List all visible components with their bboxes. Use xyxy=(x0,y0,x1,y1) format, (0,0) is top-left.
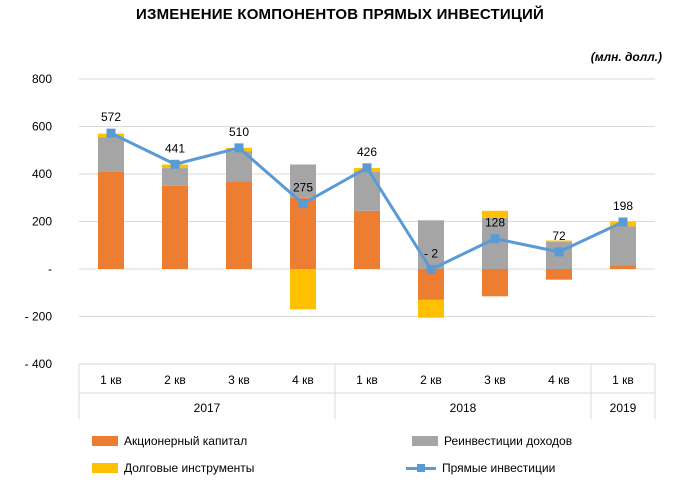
y-tick-label: 400 xyxy=(32,167,52,181)
y-tick-label: - 400 xyxy=(25,357,53,371)
data-label: 510 xyxy=(229,125,249,139)
bar-reinvest xyxy=(98,137,124,172)
fdi-marker xyxy=(490,234,500,244)
year-label: 2017 xyxy=(194,401,221,415)
year-label: 2018 xyxy=(450,401,477,415)
data-label: 72 xyxy=(552,229,566,243)
data-label: 198 xyxy=(613,199,633,213)
fdi-marker xyxy=(106,128,116,138)
fdi-marker xyxy=(170,159,180,169)
x-tick-label: 3 кв xyxy=(228,373,250,387)
bar-reinvest xyxy=(290,164,316,198)
y-tick-label: - 200 xyxy=(25,310,53,324)
fdi-marker xyxy=(234,143,244,153)
x-tick-label: 1 кв xyxy=(100,373,122,387)
y-tick-label: 200 xyxy=(32,215,52,229)
x-tick-label: 2 кв xyxy=(164,373,186,387)
x-tick-label: 1 кв xyxy=(612,373,634,387)
y-tick-label: 800 xyxy=(32,72,52,86)
chart-title: ИЗМЕНЕНИЕ КОМПОНЕНТОВ ПРЯМЫХ ИНВЕСТИЦИЙ xyxy=(136,6,544,23)
data-label: 441 xyxy=(165,141,185,155)
fdi-marker xyxy=(362,163,372,173)
bar-equity xyxy=(226,181,252,269)
bar-equity xyxy=(610,265,636,269)
bar-debt xyxy=(290,269,316,310)
y-tick-label: 600 xyxy=(32,120,52,134)
bar-reinvest xyxy=(354,171,380,211)
bar-debt xyxy=(546,240,572,242)
data-label: 275 xyxy=(293,181,313,195)
bar-equity xyxy=(482,269,508,297)
x-tick-label: 1 кв xyxy=(356,373,378,387)
data-label: - 2 xyxy=(424,246,438,260)
bar-equity xyxy=(354,210,380,269)
data-label: 572 xyxy=(101,110,121,124)
fdi-marker xyxy=(618,217,628,227)
bar-reinvest xyxy=(610,226,636,266)
bar-reinvest xyxy=(162,168,188,186)
units-label: (млн. долл.) xyxy=(590,50,662,64)
bar-equity xyxy=(162,185,188,269)
fdi-marker xyxy=(298,199,308,209)
bar-debt xyxy=(418,299,444,318)
bar-equity xyxy=(546,269,572,280)
bar-equity xyxy=(290,197,316,269)
fdi-marker xyxy=(554,247,564,257)
x-tick-label: 4 кв xyxy=(548,373,570,387)
fdi-marker xyxy=(426,264,436,274)
bar-equity xyxy=(98,171,124,269)
data-label: 426 xyxy=(357,145,377,159)
x-tick-label: 2 кв xyxy=(420,373,442,387)
data-label: 128 xyxy=(485,216,505,230)
y-tick-label: - xyxy=(48,262,52,276)
x-tick-label: 4 кв xyxy=(292,373,314,387)
x-tick-label: 3 кв xyxy=(484,373,506,387)
bar-equity xyxy=(418,269,444,300)
bar-debt xyxy=(482,210,508,218)
bar-reinvest xyxy=(418,220,444,269)
year-label: 2019 xyxy=(610,401,637,415)
